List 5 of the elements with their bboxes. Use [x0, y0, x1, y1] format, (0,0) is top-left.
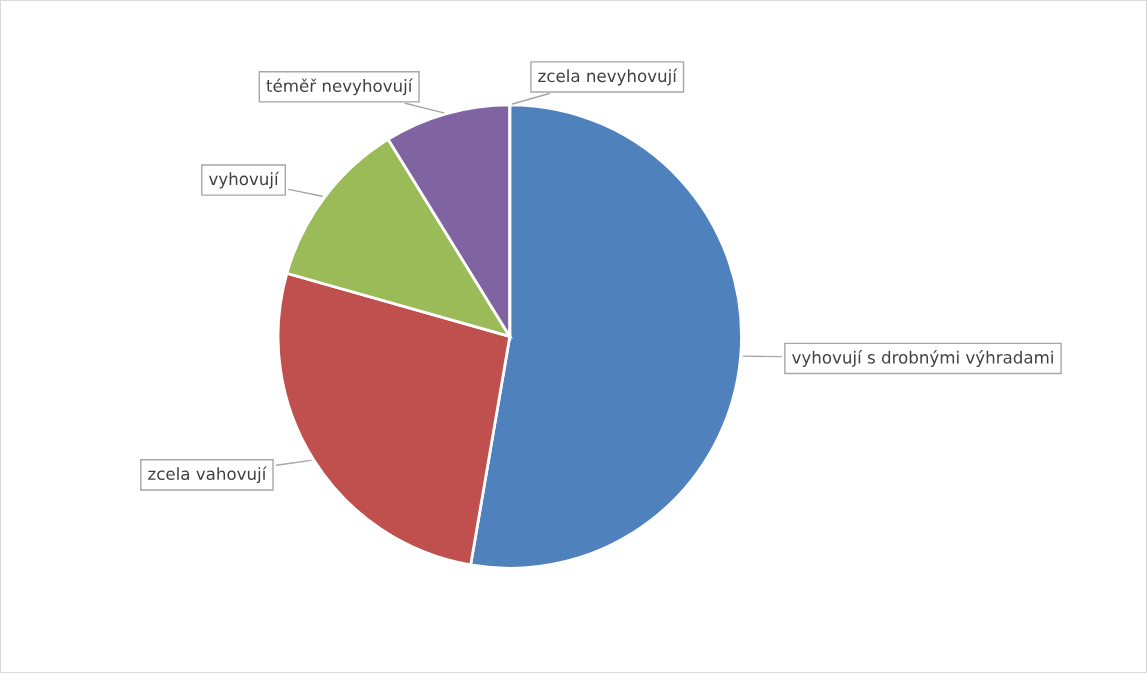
category-label: zcela nevyhovují: [538, 68, 678, 86]
slice-label: téměř nevyhovují: [266, 78, 413, 96]
slice-label: zcela vahovují: [148, 466, 267, 484]
slice-label: vyhovují s drobnými výhradami: [792, 350, 1053, 367]
slice-label: vyhovují: [208, 171, 280, 189]
